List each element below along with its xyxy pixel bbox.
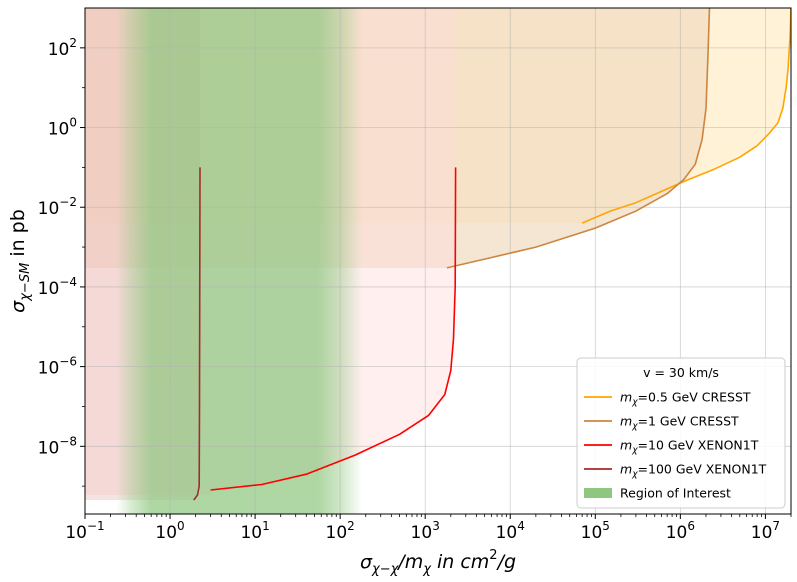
y-tick-label: 10−8 xyxy=(38,434,77,458)
legend-label: mχ=10 GeV XENON1T xyxy=(620,438,759,456)
legend-swatch xyxy=(584,488,612,498)
x-tick-label: 107 xyxy=(751,519,780,543)
y-tick-label: 10−4 xyxy=(38,275,77,299)
x-tick-label: 102 xyxy=(326,519,355,543)
legend-label: mχ=0.5 GeV CRESST xyxy=(620,390,751,408)
series-line xyxy=(193,167,201,501)
y-tick-label: 100 xyxy=(48,116,77,140)
legend-title: v = 30 km/s xyxy=(643,365,719,380)
legend-label: Region of Interest xyxy=(620,486,731,501)
x-tick-label: 10−1 xyxy=(65,519,104,543)
plot-frame xyxy=(84,7,792,515)
x-tick-label: 105 xyxy=(581,519,610,543)
region-of-interest-band xyxy=(116,8,363,514)
legend-box xyxy=(576,357,786,509)
y-tick-label: 102 xyxy=(48,36,77,60)
y-tick-label: 10−6 xyxy=(38,355,77,379)
series-lines xyxy=(193,8,791,501)
y-axis-title: σχ−SM in pb xyxy=(7,209,33,313)
legend: v = 30 km/s mχ=0.5 GeV CRESST mχ=1 GeV CRE… xyxy=(576,357,786,509)
y-tick-label: 10−2 xyxy=(38,195,77,219)
series-line xyxy=(446,8,711,269)
region-of-interest xyxy=(116,8,363,514)
x-tick-label: 106 xyxy=(666,519,695,543)
y-axis: 10−8 10−6 10−4 10−2 100 102 xyxy=(38,36,85,487)
series-line xyxy=(210,167,457,491)
x-axis-title: σχ−χ/mχ in cm2/g xyxy=(360,548,516,577)
x-tick-label: 104 xyxy=(496,519,525,543)
legend-label: mχ=100 GeV XENON1T xyxy=(620,462,767,480)
x-tick-label: 100 xyxy=(155,519,184,543)
x-tick-label: 101 xyxy=(240,519,269,543)
series-line xyxy=(581,8,791,224)
legend-label: mχ=1 GeV CRESST xyxy=(620,414,739,432)
x-axis: 10−1 100 101 102 103 104 105 106 107 xyxy=(65,514,792,543)
x-tick-label: 103 xyxy=(411,519,440,543)
